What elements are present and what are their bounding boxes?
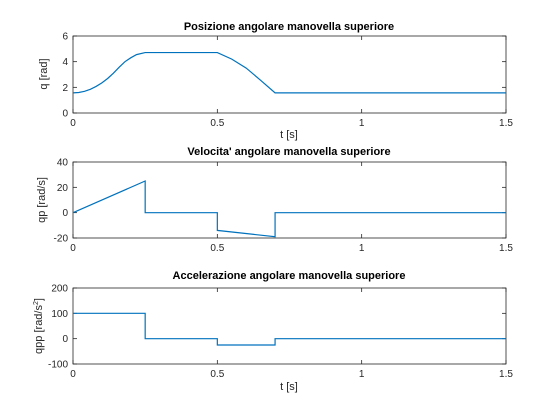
x-tick-label: 1.5: [499, 118, 513, 129]
series-line-acceleration: [73, 312, 506, 346]
y-tick-label: -100: [48, 360, 68, 371]
y-axis-label-end: ]: [33, 298, 45, 301]
x-tick-label: 1: [359, 243, 365, 254]
x-axis-label: t [s]: [280, 129, 298, 141]
x-tick-label: 1: [359, 118, 365, 129]
y-ticks: 0 2 4 6: [62, 32, 506, 120]
y-tick-label: 0: [62, 109, 68, 120]
plot-area: [72, 161, 507, 239]
subplot-acceleration: Accelerazione angolare manovella superio…: [33, 270, 513, 393]
x-tick-label: 0.5: [210, 118, 224, 129]
y-tick-label: 4: [62, 57, 68, 68]
y-tick-label: 0: [62, 334, 68, 345]
y-tick-label: 0: [62, 208, 68, 219]
x-tick-label: 1.5: [499, 243, 513, 254]
subplot-velocity: Velocita' angolare manovella superiore -…: [36, 146, 513, 254]
x-tick-label: 0.5: [210, 243, 224, 254]
y-tick-label: 20: [57, 183, 69, 194]
y-axis-label: qpp [rad/s2]: [33, 298, 45, 354]
y-tick-label: 100: [51, 309, 68, 320]
x-tick-label: 0: [70, 118, 76, 129]
x-ticks: 0 0.5 1 1.5: [70, 288, 513, 380]
y-axis-label-main: qpp [rad/s: [33, 305, 45, 354]
x-tick-label: 1.5: [499, 369, 513, 380]
series-line-position: [72, 51, 506, 94]
x-tick-label: 1: [359, 369, 365, 380]
chart-title: Posizione angolare manovella superiore: [184, 21, 394, 33]
x-tick-label: 0: [70, 243, 76, 254]
y-tick-label: 6: [62, 32, 68, 43]
y-tick-label: 40: [57, 158, 69, 169]
x-ticks: 0 0.5 1 1.5: [70, 36, 513, 129]
x-axis-label: t [s]: [280, 381, 298, 393]
subplot-position: Posizione angolare manovella superiore 0…: [38, 21, 513, 141]
y-tick-label: 2: [62, 83, 68, 94]
x-tick-label: 0.5: [210, 369, 224, 380]
chart-title: Velocita' angolare manovella superiore: [187, 146, 390, 158]
x-tick-label: 0: [70, 369, 76, 380]
y-axis-label-exponent: 2: [33, 301, 40, 305]
series-line-velocity: [72, 180, 506, 238]
y-tick-label: 200: [51, 284, 68, 295]
y-tick-label: -20: [54, 234, 69, 245]
plot-area: [72, 35, 507, 114]
x-ticks: 0 0.5 1 1.5: [70, 162, 513, 254]
plot-area: [72, 287, 507, 365]
chart-title: Accelerazione angolare manovella superio…: [173, 270, 406, 282]
y-axis-label: q [rad]: [38, 58, 50, 89]
y-axis-label: qp [rad/s]: [36, 177, 48, 223]
